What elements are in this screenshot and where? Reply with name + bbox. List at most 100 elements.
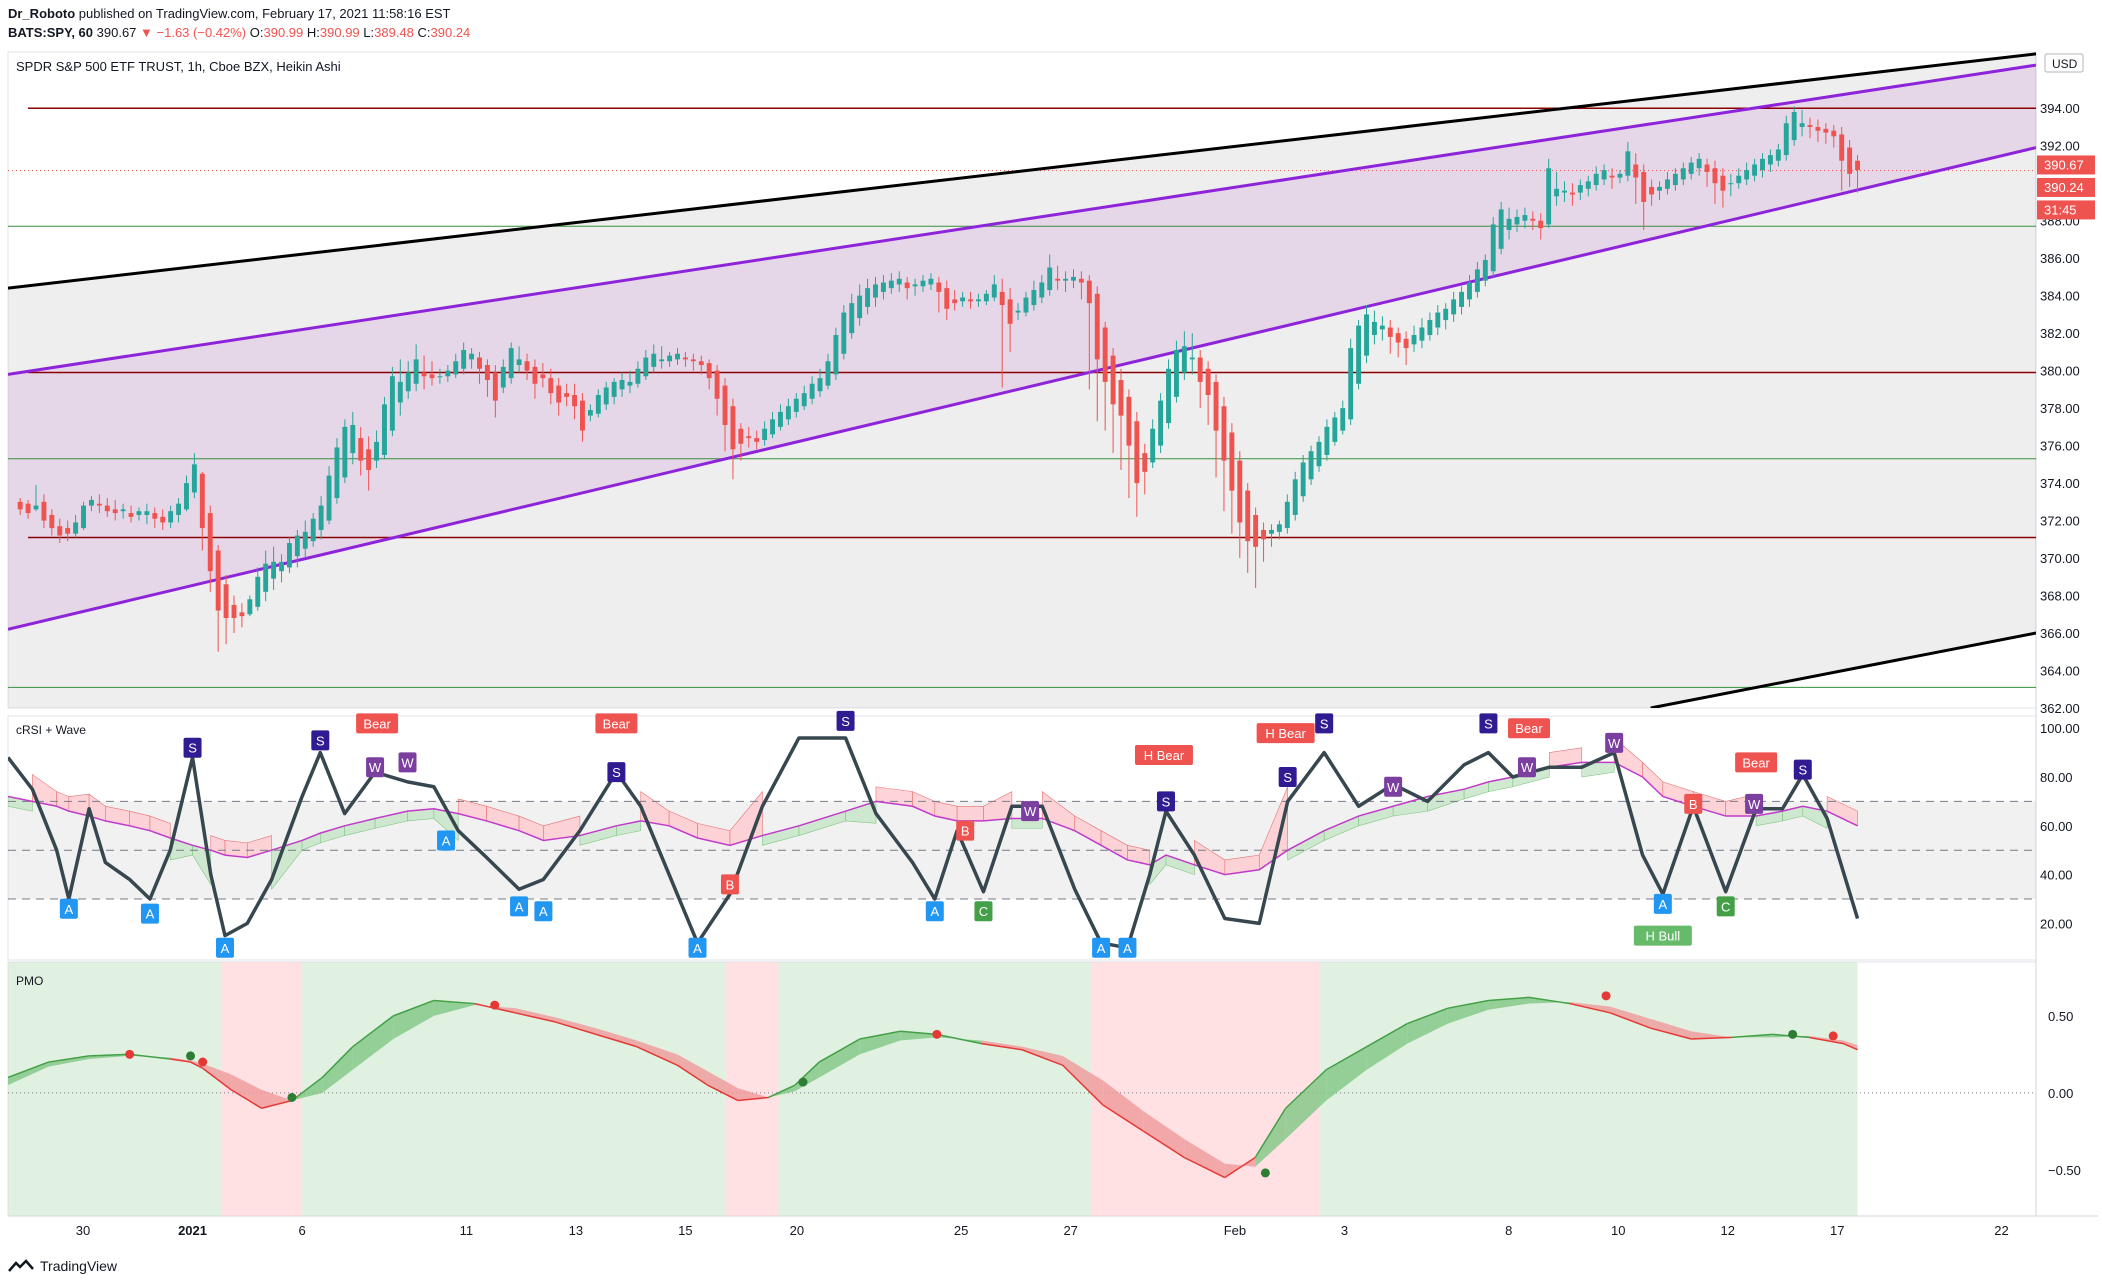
crsi-signal-bg <box>356 713 399 734</box>
candle-body <box>1364 314 1369 356</box>
crsi-signal-label: A <box>1653 893 1672 914</box>
candle <box>595 389 601 418</box>
candle-body <box>1649 186 1655 195</box>
candle-body <box>1284 501 1290 529</box>
pmo-line-segment <box>1183 1156 1226 1179</box>
candle-body <box>1253 514 1259 547</box>
pmo-line-segment <box>8 1061 49 1079</box>
pmo-bear-fill <box>738 1088 769 1101</box>
candle-body <box>1839 134 1845 161</box>
trend-upper-line <box>8 52 2036 290</box>
pmo-line-segment <box>202 1067 232 1091</box>
pmo-cross-marker <box>932 1029 942 1039</box>
candle <box>762 421 768 446</box>
candle <box>667 351 673 367</box>
candle-body <box>1031 290 1037 306</box>
candle-body <box>1269 529 1274 534</box>
candle-body <box>1071 276 1076 281</box>
crsi-signal-bg <box>836 710 855 731</box>
crsi-signal-bg <box>1118 937 1137 958</box>
candle-body <box>500 366 506 388</box>
pmo-bear-bg <box>1090 962 1321 1216</box>
candle <box>81 501 86 530</box>
candle <box>1142 443 1148 495</box>
candle-body <box>675 353 680 360</box>
candle-body <box>271 561 277 579</box>
candle-body <box>1577 185 1583 193</box>
candle-body <box>73 522 79 534</box>
candle-body <box>310 518 316 542</box>
footer-brand[interactable]: TradingView <box>40 1258 118 1274</box>
candle-body <box>651 353 657 367</box>
candle-body <box>279 561 284 572</box>
candle-body <box>41 501 47 521</box>
candle-body <box>1744 170 1750 180</box>
candle-body <box>857 295 863 319</box>
crsi-signal-text: S <box>1162 794 1171 809</box>
candle-body <box>445 370 451 377</box>
candle <box>128 505 134 523</box>
crsi-signal-label: A <box>688 937 707 958</box>
candle <box>1530 211 1536 231</box>
candle <box>1276 520 1282 540</box>
candle <box>1617 170 1623 184</box>
candle <box>33 484 39 512</box>
candle <box>334 438 340 504</box>
candle-body <box>833 335 839 375</box>
candle-body <box>168 511 174 523</box>
last-price: 390.67 <box>96 25 137 40</box>
candle <box>1356 320 1362 390</box>
pmo-bear-fill <box>261 1089 292 1109</box>
candle <box>936 276 942 313</box>
candle-body <box>1767 155 1773 165</box>
pmo-line-segment <box>636 1045 678 1066</box>
candle-body <box>904 282 910 289</box>
pmo-tick-label: −0.50 <box>2048 1163 2081 1178</box>
pmo-line-segment <box>1808 1036 1844 1045</box>
candle-body <box>991 284 997 298</box>
publisher-name[interactable]: Dr_Roboto <box>8 6 76 21</box>
candle <box>1197 350 1203 409</box>
candle <box>1427 312 1433 341</box>
candle-body <box>1340 408 1346 431</box>
pmo-pane-layer <box>8 962 2036 1216</box>
candle-body <box>1229 432 1235 491</box>
candle-body <box>374 441 380 461</box>
candle-body <box>484 365 490 380</box>
crsi-signal-text: W <box>1748 797 1761 812</box>
candle <box>1577 179 1583 201</box>
candle <box>1364 305 1369 364</box>
crsi-signal-label: A <box>140 903 159 924</box>
candle <box>1720 168 1726 208</box>
candle-body <box>1609 175 1615 178</box>
crsi-signal-bg <box>140 903 159 924</box>
candle <box>556 378 562 416</box>
candle-body <box>564 393 570 397</box>
pmo-bear-fill <box>515 1008 556 1023</box>
ohlc-header: BATS:SPY, 60 390.67 ▼ −1.63 (−0.42%) O:3… <box>8 25 470 40</box>
candle <box>968 291 973 309</box>
candle <box>176 498 182 523</box>
candle <box>508 342 514 384</box>
candle <box>1039 275 1045 304</box>
candle <box>754 430 760 450</box>
crsi-signal-text: A <box>442 833 451 848</box>
candle <box>1839 126 1845 191</box>
candle <box>722 378 728 452</box>
pmo-bear-fill <box>1184 1139 1225 1178</box>
candle-body <box>1823 128 1829 133</box>
candle <box>1569 183 1575 206</box>
candle-body <box>1063 278 1069 281</box>
pmo-cross-marker <box>1260 1168 1270 1178</box>
pmo-line-segment <box>321 1046 354 1078</box>
candle <box>873 276 878 307</box>
crsi-tick-label: 80.00 <box>2040 770 2073 785</box>
candle-body <box>1569 192 1575 195</box>
candle-body <box>801 393 807 407</box>
crsi-signal-label: A <box>510 896 529 917</box>
candle-body <box>1332 417 1338 442</box>
candle-body <box>477 357 482 369</box>
pmo-line-segment <box>1224 1156 1256 1179</box>
candle-body <box>1150 428 1156 463</box>
